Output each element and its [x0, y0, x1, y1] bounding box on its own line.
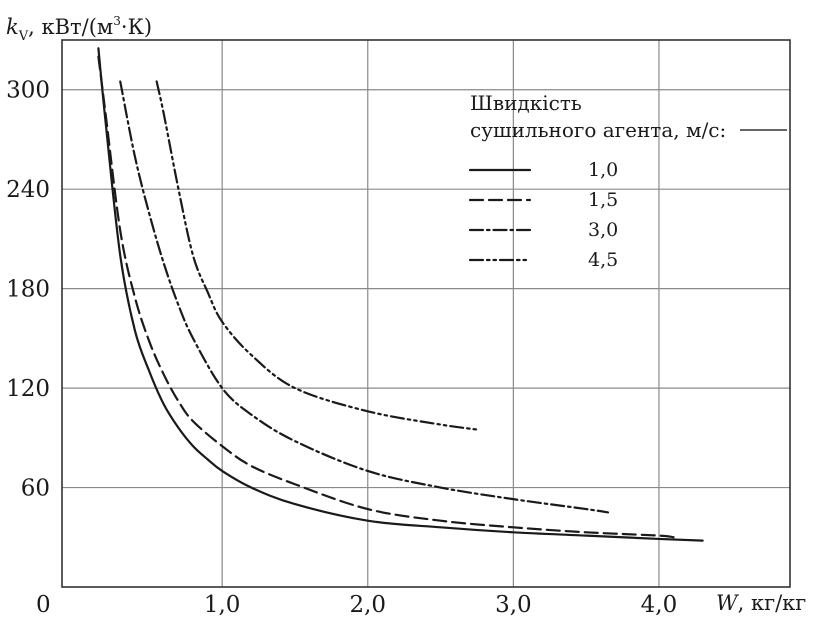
legend-title-line2: сушильного агента, м/с:: [470, 118, 726, 142]
y-tick-label: 300: [6, 78, 50, 104]
legend-label-1: 1,0: [588, 159, 618, 181]
x-tick-label: 3,0: [495, 592, 532, 618]
legend-entries: 1,0 1,5 3,0 4,5: [470, 159, 618, 271]
y-tick-label: 120: [6, 376, 50, 402]
x-axis-label: W, кг/кг: [716, 591, 806, 615]
x-tick-label: 4,0: [641, 592, 678, 618]
x-tick-label: 1,0: [204, 592, 241, 618]
legend-label-2: 1,5: [588, 189, 618, 211]
legend-label-3: 3,0: [588, 219, 618, 241]
tick-labels: 1,0 2,0 3,0 4,0 60 120 180 240 300: [6, 78, 677, 618]
legend-label-4: 4,5: [588, 249, 618, 271]
legend: Швидкість сушильного агента, м/с: 1,0 1,5…: [470, 91, 787, 271]
origin-label: 0: [36, 592, 51, 618]
y-tick-label: 180: [6, 277, 50, 303]
y-tick-label: 60: [21, 476, 50, 502]
legend-title-line1: Швидкість: [470, 91, 582, 115]
x-tick-label: 2,0: [349, 592, 386, 618]
series-line-4: [157, 81, 477, 429]
y-tick-label: 240: [6, 177, 50, 203]
